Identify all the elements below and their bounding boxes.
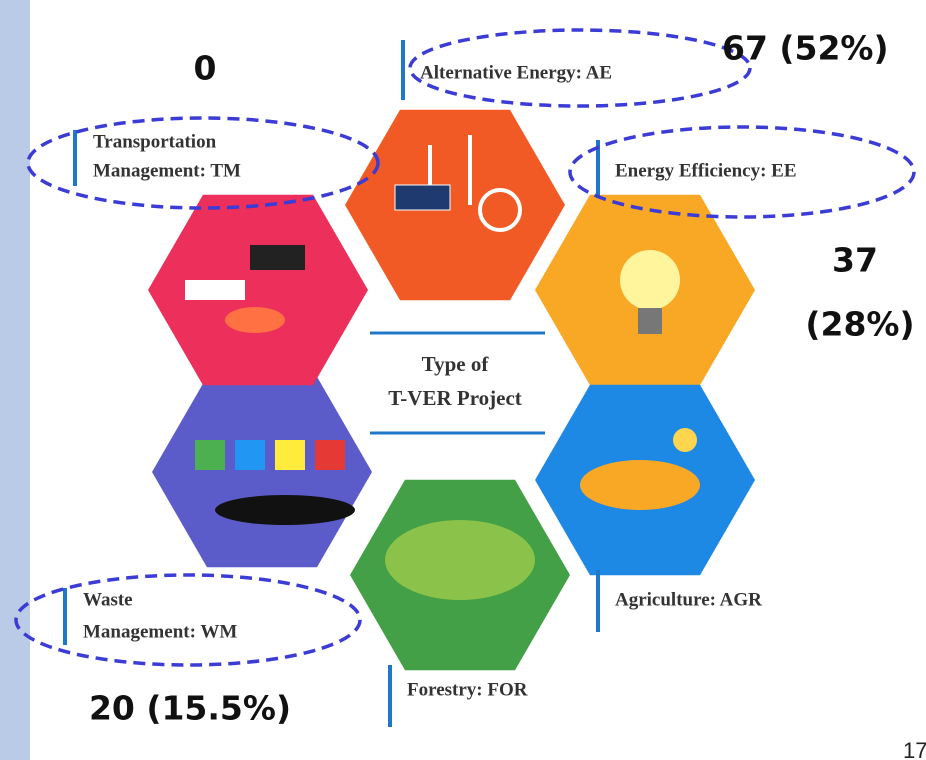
container (215, 495, 355, 525)
bin (315, 440, 345, 470)
count: (28%) (805, 305, 914, 344)
bin (275, 440, 305, 470)
category-label: Alternative Energy: AE (420, 62, 612, 83)
trees (385, 520, 535, 600)
truck (250, 245, 305, 270)
car (225, 307, 285, 333)
side-strip (0, 0, 30, 760)
boat (185, 280, 245, 300)
category-label: Transportation (93, 131, 217, 152)
bulb-base (638, 308, 662, 334)
sun (673, 428, 697, 452)
center-title: T-VER Project (388, 386, 522, 410)
slide: Type of T-VER Project Alternative Energy… (0, 0, 926, 760)
count: 37 (832, 241, 878, 280)
category-label: Forestry: FOR (407, 679, 528, 700)
count: 0 (194, 49, 217, 88)
category-label: Agriculture: AGR (615, 589, 762, 610)
bin (195, 440, 225, 470)
bin (235, 440, 265, 470)
field (580, 460, 700, 510)
count: 67 (52%) (722, 29, 889, 68)
category-label: Energy Efficiency: EE (615, 160, 797, 181)
category-label: Management: TM (93, 160, 241, 181)
count: 20 (15.5%) (89, 689, 291, 728)
category-label: Waste (83, 589, 133, 610)
page-number: 17 (903, 738, 926, 760)
bulb (620, 250, 680, 310)
category-label: Management: WM (83, 621, 237, 642)
center-title: Type of (422, 352, 490, 376)
solar-panel (395, 185, 450, 210)
